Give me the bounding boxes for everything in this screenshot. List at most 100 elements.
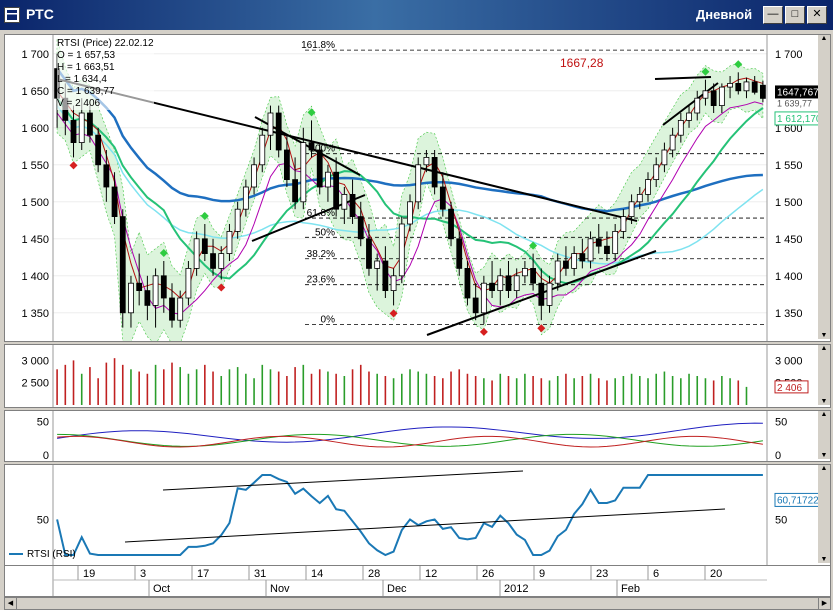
candle-body <box>218 253 225 269</box>
month-label: Oct <box>153 583 170 595</box>
price-label-left: 1 500 <box>21 197 49 209</box>
long-moving-average-line <box>56 67 763 213</box>
candle-body <box>407 201 413 225</box>
candle-body <box>554 260 561 284</box>
dmi-scroll-up-icon[interactable]: ▲ <box>820 411 828 418</box>
candle-body <box>727 83 733 88</box>
candle-body <box>546 282 553 306</box>
price-label-left: 1 700 <box>21 49 49 61</box>
fractal-up-marker <box>701 67 710 76</box>
rsi-scroll-up-icon[interactable]: ▲ <box>820 465 828 472</box>
candle-body <box>259 134 266 166</box>
day-label: 17 <box>197 568 209 580</box>
maximize-button[interactable]: □ <box>785 6 805 24</box>
volume-scrollbar[interactable]: ▲ ▼ <box>818 345 830 405</box>
candle-body <box>267 112 274 136</box>
candle-body <box>505 275 512 292</box>
dmi-scroll-down-icon[interactable]: ▼ <box>820 452 828 459</box>
candle-body <box>283 149 290 181</box>
candle-body <box>538 282 545 306</box>
fib-level-label: 100% <box>309 144 335 155</box>
rsi-legend-label: RTSI (RSI) <box>27 549 76 560</box>
price-label-left: 1 600 <box>21 123 49 135</box>
candle-body <box>431 157 438 188</box>
scroll-right-icon[interactable]: ▶ <box>818 598 830 609</box>
fractal-up-marker <box>200 212 209 220</box>
candle-body <box>349 193 356 217</box>
candle-body <box>152 275 159 306</box>
candle-body <box>316 149 323 188</box>
rsi-chart: 50 50 60,71722 <box>37 465 829 565</box>
price-label-right: 1 550 <box>775 160 803 172</box>
candle-body <box>587 238 594 262</box>
legend-high: H = 1 663,51 <box>57 62 115 73</box>
dmi-scrollbar[interactable]: ▲ ▼ <box>818 411 830 459</box>
last-price-badge: 1647,767 <box>777 87 819 98</box>
scroll-left-icon[interactable]: ◀ <box>5 598 17 609</box>
last-close-label: 1 639,77 <box>777 98 812 108</box>
price-annotation: 1667,28 <box>560 56 604 70</box>
price-label-right: 1 500 <box>775 197 803 209</box>
day-label: 6 <box>653 568 659 580</box>
price-scrollbar[interactable]: ▲ ▼ <box>818 35 830 339</box>
rsi-label-right: 50 <box>775 514 787 526</box>
rsi-panel[interactable]: 50 50 60,71722 RTSI (RSI) ▲ ▼ <box>4 464 831 566</box>
fractal-down-marker <box>217 283 226 292</box>
rsi-legend-swatch <box>9 553 23 556</box>
trend-line <box>662 82 719 126</box>
last-price-badge-bg <box>775 85 828 99</box>
rsi-scroll-down-icon[interactable]: ▼ <box>820 556 828 563</box>
title-bar[interactable]: РТС Дневной — □ ✕ <box>0 0 833 30</box>
day-label: 3 <box>140 568 146 580</box>
day-label: 26 <box>482 568 494 580</box>
candle-body <box>718 86 725 106</box>
scroll-down-icon[interactable]: ▼ <box>820 332 828 339</box>
dmi-panel[interactable]: 50 50 0 0 ▲ ▼ <box>4 410 831 462</box>
scroll-up-icon[interactable]: ▲ <box>820 35 828 42</box>
minimize-button[interactable]: — <box>763 6 783 24</box>
candle-body <box>333 171 340 210</box>
candle-body <box>398 223 405 277</box>
day-label: 28 <box>368 568 380 580</box>
dmi-label-right: 50 <box>775 417 787 429</box>
candle-body <box>521 267 528 277</box>
candle-body <box>513 275 520 292</box>
rsi-scrollbar[interactable]: ▲ ▼ <box>818 465 830 563</box>
candle-body <box>300 142 307 203</box>
candle-body <box>423 157 430 166</box>
fractal-up-marker <box>529 241 538 250</box>
fractal-down-marker <box>479 327 488 336</box>
candle-body <box>702 90 709 99</box>
candle-body <box>489 282 495 291</box>
candle-body <box>472 297 479 314</box>
vol-scroll-up-icon[interactable]: ▲ <box>820 345 828 352</box>
close-button[interactable]: ✕ <box>807 6 827 24</box>
fib-level-label: 161.8% <box>301 40 335 51</box>
candle-body <box>144 290 151 306</box>
candle-body <box>210 253 216 269</box>
horizontal-scrollbar[interactable]: ◀ ▶ <box>4 597 831 610</box>
candle-body <box>579 253 586 262</box>
candle-body <box>374 260 381 269</box>
candle-body <box>226 230 233 254</box>
fractal-up-marker <box>159 249 168 257</box>
timeframe-label[interactable]: Дневной <box>696 7 753 22</box>
vol-scroll-down-icon[interactable]: ▼ <box>820 398 828 405</box>
candle-body <box>686 112 692 121</box>
candle-body <box>669 134 676 151</box>
chart-app-icon <box>4 7 20 23</box>
rsi-line <box>56 474 763 557</box>
day-label: 12 <box>425 568 437 580</box>
candle-body <box>366 238 372 269</box>
price-label-left: 1 400 <box>21 271 49 283</box>
month-label: Dec <box>387 583 407 595</box>
volume-label-right: 3 000 <box>775 355 803 367</box>
candle-body <box>628 201 635 218</box>
candle-body <box>751 81 758 93</box>
candle-body <box>759 84 766 99</box>
fractal-down-marker <box>537 324 546 333</box>
candle-body <box>136 282 143 291</box>
